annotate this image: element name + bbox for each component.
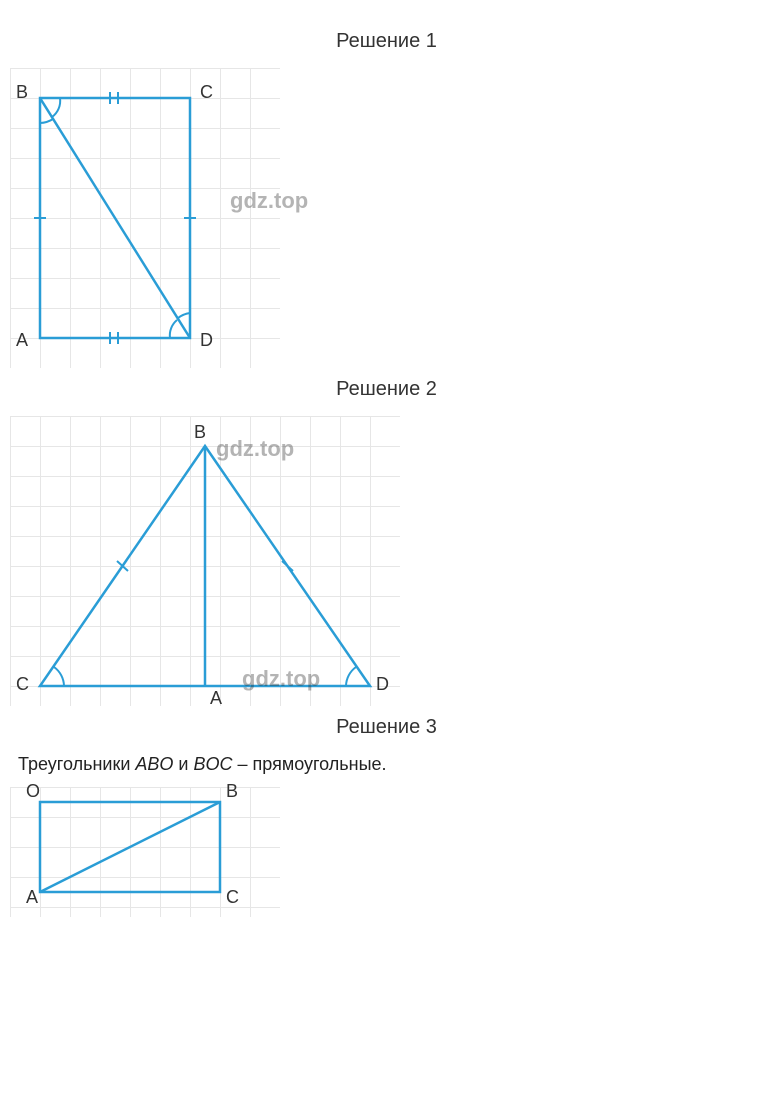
watermark-1: gdz.top [230, 188, 308, 214]
arc-d-right [178, 313, 190, 318]
figure-3: O B A C [10, 787, 763, 917]
arc-d-bot [170, 320, 177, 338]
label-b-3: B [226, 781, 238, 802]
arc-d-2 [346, 667, 356, 686]
grid-2 [10, 416, 400, 706]
tick-bd-2 [282, 561, 293, 571]
sol3-tri1: ABO [135, 754, 173, 774]
label-b-1: B [16, 82, 28, 103]
watermark-2b: gdz.top [242, 666, 320, 692]
figure-1: B C A D gdz.top [10, 68, 763, 368]
heading-sol3: Решение 3 [10, 716, 763, 739]
grid-1 [10, 68, 280, 368]
grid-3 [10, 787, 280, 917]
watermark-2a: gdz.top [216, 436, 294, 462]
sol3-text: Треугольники ABO и BOC – прямоугольные. [18, 754, 763, 775]
label-b-2: B [194, 422, 206, 443]
arc-c-2 [54, 667, 64, 686]
label-d-2: D [376, 674, 389, 695]
arc-b-left [40, 119, 53, 123]
figure-2: B C A D gdz.top gdz.top [10, 416, 763, 706]
arc-b-top [52, 98, 60, 117]
label-o-3: O [26, 781, 40, 802]
sol3-mid: и [173, 754, 193, 774]
heading-sol1: Решение 1 [10, 30, 763, 53]
label-a-3: A [26, 887, 38, 908]
svg-2 [10, 416, 400, 706]
diag-ab-3 [40, 802, 220, 892]
heading-sol2: Решение 2 [10, 378, 763, 401]
label-c-3: C [226, 887, 239, 908]
label-a-2: A [210, 688, 222, 709]
label-c-2: C [16, 674, 29, 695]
svg-3 [10, 787, 280, 917]
sol3-before: Треугольники [18, 754, 135, 774]
sol3-after: – прямоугольные. [233, 754, 387, 774]
label-a-1: A [16, 330, 28, 351]
label-c-1: C [200, 82, 213, 103]
diag-bd [40, 98, 190, 338]
sol3-tri2: BOC [193, 754, 232, 774]
label-d-1: D [200, 330, 213, 351]
svg-1 [10, 68, 280, 368]
